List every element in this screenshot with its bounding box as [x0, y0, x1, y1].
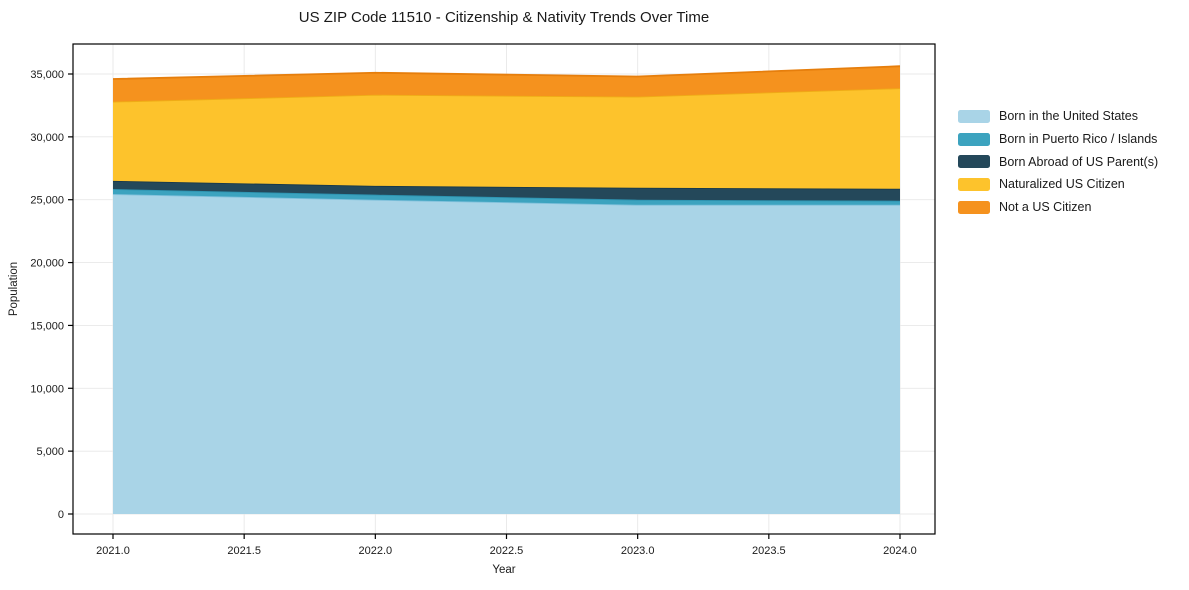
area-born-in-the-united-states — [113, 194, 900, 515]
area-top-line — [112, 65, 901, 80]
legend-swatch — [958, 155, 990, 169]
axes-frame — [72, 43, 936, 535]
legend-item: Naturalized US Citizen — [958, 173, 1158, 196]
x-tick-label: 2023.0 — [621, 545, 655, 557]
y-tick-label: 15,000 — [30, 320, 64, 332]
legend-label: Naturalized US Citizen — [999, 177, 1125, 192]
legend-label: Born Abroad of US Parent(s) — [999, 154, 1159, 169]
legend-label: Born in the United States — [999, 109, 1138, 124]
legend-swatch — [958, 109, 990, 123]
y-tick-label: 0 — [58, 509, 64, 521]
x-tick-label: 2023.5 — [752, 545, 786, 557]
x-axis-label: Year — [492, 564, 516, 576]
y-tick-label: 20,000 — [30, 258, 64, 270]
legend: Born in the United States Born in Puerto … — [958, 105, 1158, 218]
x-tick-label: 2024.0 — [883, 545, 917, 557]
y-tick-label: 30,000 — [30, 132, 64, 144]
x-tick-label: 2021.0 — [96, 545, 130, 557]
chart-title: US ZIP Code 11510 - Citizenship & Nativi… — [298, 9, 710, 26]
legend-label: Not a US Citizen — [999, 200, 1092, 215]
y-tick-label: 10,000 — [30, 383, 64, 395]
y-tick-label: 35,000 — [30, 69, 64, 81]
legend-item: Born in the United States — [958, 105, 1158, 128]
legend-swatch — [958, 132, 990, 146]
area-naturalized-us-citizen — [113, 88, 900, 189]
x-tick-label: 2021.5 — [227, 545, 261, 557]
legend-item: Born Abroad of US Parent(s) — [958, 150, 1158, 173]
y-axis-label: Population — [8, 261, 20, 317]
legend-swatch — [958, 200, 990, 214]
y-tick-label: 5,000 — [36, 446, 64, 458]
x-tick-label: 2022.0 — [359, 545, 393, 557]
area-born-abroad-of-us-parent-s- — [113, 180, 900, 201]
legend-swatch — [958, 177, 990, 191]
y-tick-label: 25,000 — [30, 195, 64, 207]
legend-label: Born in Puerto Rico / Islands — [999, 132, 1158, 147]
legend-item: Born in Puerto Rico / Islands — [958, 128, 1158, 151]
x-tick-label: 2022.5 — [490, 545, 524, 557]
legend-item: Not a US Citizen — [958, 196, 1158, 219]
